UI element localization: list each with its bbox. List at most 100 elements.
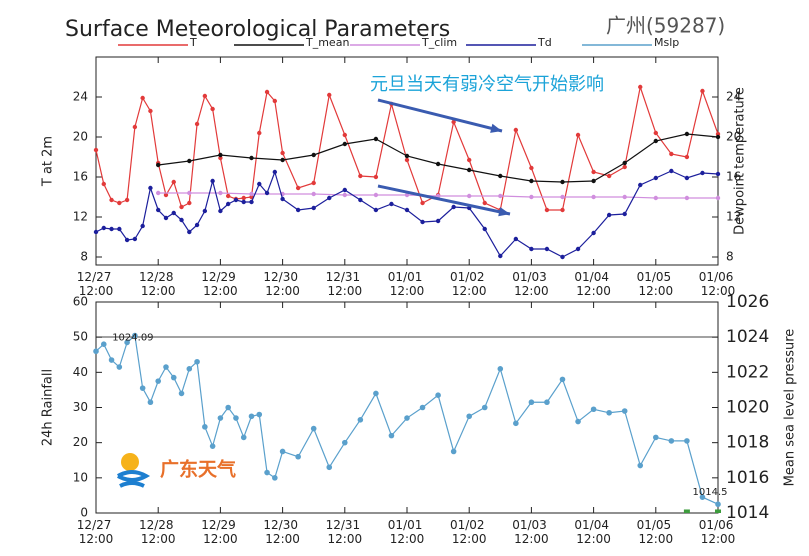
point bbox=[435, 161, 441, 167]
x-tick-label: 12/29 12:00 bbox=[201, 518, 239, 546]
point bbox=[147, 399, 154, 406]
point bbox=[311, 205, 316, 211]
point bbox=[241, 199, 246, 205]
point bbox=[342, 187, 347, 193]
point bbox=[249, 155, 254, 161]
point bbox=[171, 210, 176, 216]
y2-tick-label: 16 bbox=[726, 170, 741, 184]
point bbox=[700, 170, 705, 176]
point bbox=[101, 225, 106, 231]
point bbox=[373, 174, 379, 180]
point bbox=[326, 464, 333, 471]
point bbox=[342, 141, 347, 147]
point bbox=[622, 164, 627, 170]
point bbox=[560, 207, 565, 213]
point bbox=[117, 200, 122, 206]
y-axis-label: T at 2m bbox=[41, 136, 56, 187]
point bbox=[280, 196, 285, 202]
point bbox=[171, 179, 176, 185]
chart-title: Surface Meteorological Parameters bbox=[65, 17, 450, 42]
point bbox=[575, 246, 581, 252]
x-tick-label: 01/01 12:00 bbox=[388, 518, 426, 546]
point bbox=[202, 424, 208, 430]
x-tick-label: 12/28 12:00 bbox=[139, 518, 177, 546]
x-tick-label: 01/04 12:00 bbox=[574, 518, 612, 546]
point bbox=[272, 169, 278, 175]
annotation-arrowhead bbox=[490, 123, 502, 133]
y2-tick-label: 1022 bbox=[726, 362, 769, 382]
point bbox=[622, 211, 627, 217]
point bbox=[156, 207, 161, 213]
point bbox=[202, 93, 208, 99]
point bbox=[684, 154, 690, 160]
point bbox=[132, 236, 138, 242]
y-tick-label: 16 bbox=[73, 170, 88, 184]
point bbox=[233, 197, 239, 203]
point bbox=[132, 332, 138, 339]
point bbox=[116, 364, 123, 370]
y-axis-label: 24h Rainfall bbox=[41, 369, 56, 446]
y-tick-label: 12 bbox=[73, 210, 88, 224]
x-tick-label: 12/31 12:00 bbox=[326, 518, 364, 546]
logo-icon bbox=[117, 453, 151, 488]
point bbox=[591, 178, 596, 184]
point bbox=[606, 212, 612, 218]
point bbox=[248, 413, 255, 420]
point bbox=[389, 201, 394, 207]
point bbox=[404, 153, 410, 159]
point bbox=[124, 197, 130, 203]
point bbox=[327, 92, 332, 98]
point bbox=[560, 194, 565, 200]
point bbox=[373, 192, 379, 198]
point bbox=[148, 185, 153, 191]
point bbox=[466, 413, 473, 420]
point bbox=[178, 390, 185, 397]
point bbox=[218, 208, 223, 214]
point bbox=[653, 195, 658, 201]
y2-tick-label: 8 bbox=[726, 250, 734, 264]
point bbox=[186, 366, 193, 372]
point bbox=[342, 132, 347, 138]
point bbox=[311, 180, 316, 186]
y-tick-label: 20 bbox=[73, 435, 88, 449]
y2-tick-label: 1014 bbox=[726, 503, 769, 523]
point bbox=[498, 253, 503, 259]
y-tick-label: 50 bbox=[73, 330, 88, 344]
y2-tick-label: 1016 bbox=[726, 468, 769, 488]
x-tick-label: 12/30 12:00 bbox=[263, 518, 301, 546]
point bbox=[139, 385, 146, 391]
legend-label: T bbox=[189, 36, 197, 49]
point bbox=[155, 378, 161, 384]
point bbox=[591, 230, 596, 236]
point bbox=[653, 130, 658, 136]
point bbox=[373, 390, 379, 397]
point bbox=[700, 88, 705, 94]
point bbox=[342, 439, 348, 446]
point bbox=[513, 127, 519, 133]
logo-text: 广东天气 bbox=[160, 458, 236, 481]
point bbox=[140, 95, 145, 101]
annotation: 元旦当天有弱冷空气开始影响 bbox=[370, 74, 604, 95]
annotation-arrowhead bbox=[498, 207, 510, 217]
point bbox=[225, 201, 231, 207]
point bbox=[544, 399, 550, 406]
point bbox=[163, 364, 169, 370]
point bbox=[257, 130, 262, 136]
point bbox=[117, 226, 122, 232]
y2-tick-label: 1026 bbox=[726, 292, 769, 312]
y-tick-label: 0 bbox=[80, 506, 88, 520]
y2-axis-label: Mean sea level pressure bbox=[783, 329, 798, 487]
point bbox=[280, 157, 285, 163]
point bbox=[684, 438, 690, 444]
point bbox=[451, 204, 456, 210]
legend-label: Td bbox=[537, 36, 552, 49]
point bbox=[311, 191, 316, 197]
x-tick-label: 01/05 12:00 bbox=[637, 270, 675, 298]
y2-tick-label: 1018 bbox=[726, 433, 769, 453]
y-tick-label: 20 bbox=[73, 130, 88, 144]
point bbox=[225, 193, 231, 199]
panel: 8 12 16 20 24 8 12 16 20 24 12/27 12:00 12/28 12:00… bbox=[41, 56, 748, 298]
point bbox=[202, 208, 208, 214]
x-tick-label: 01/03 12:00 bbox=[512, 270, 550, 298]
point bbox=[653, 175, 658, 181]
